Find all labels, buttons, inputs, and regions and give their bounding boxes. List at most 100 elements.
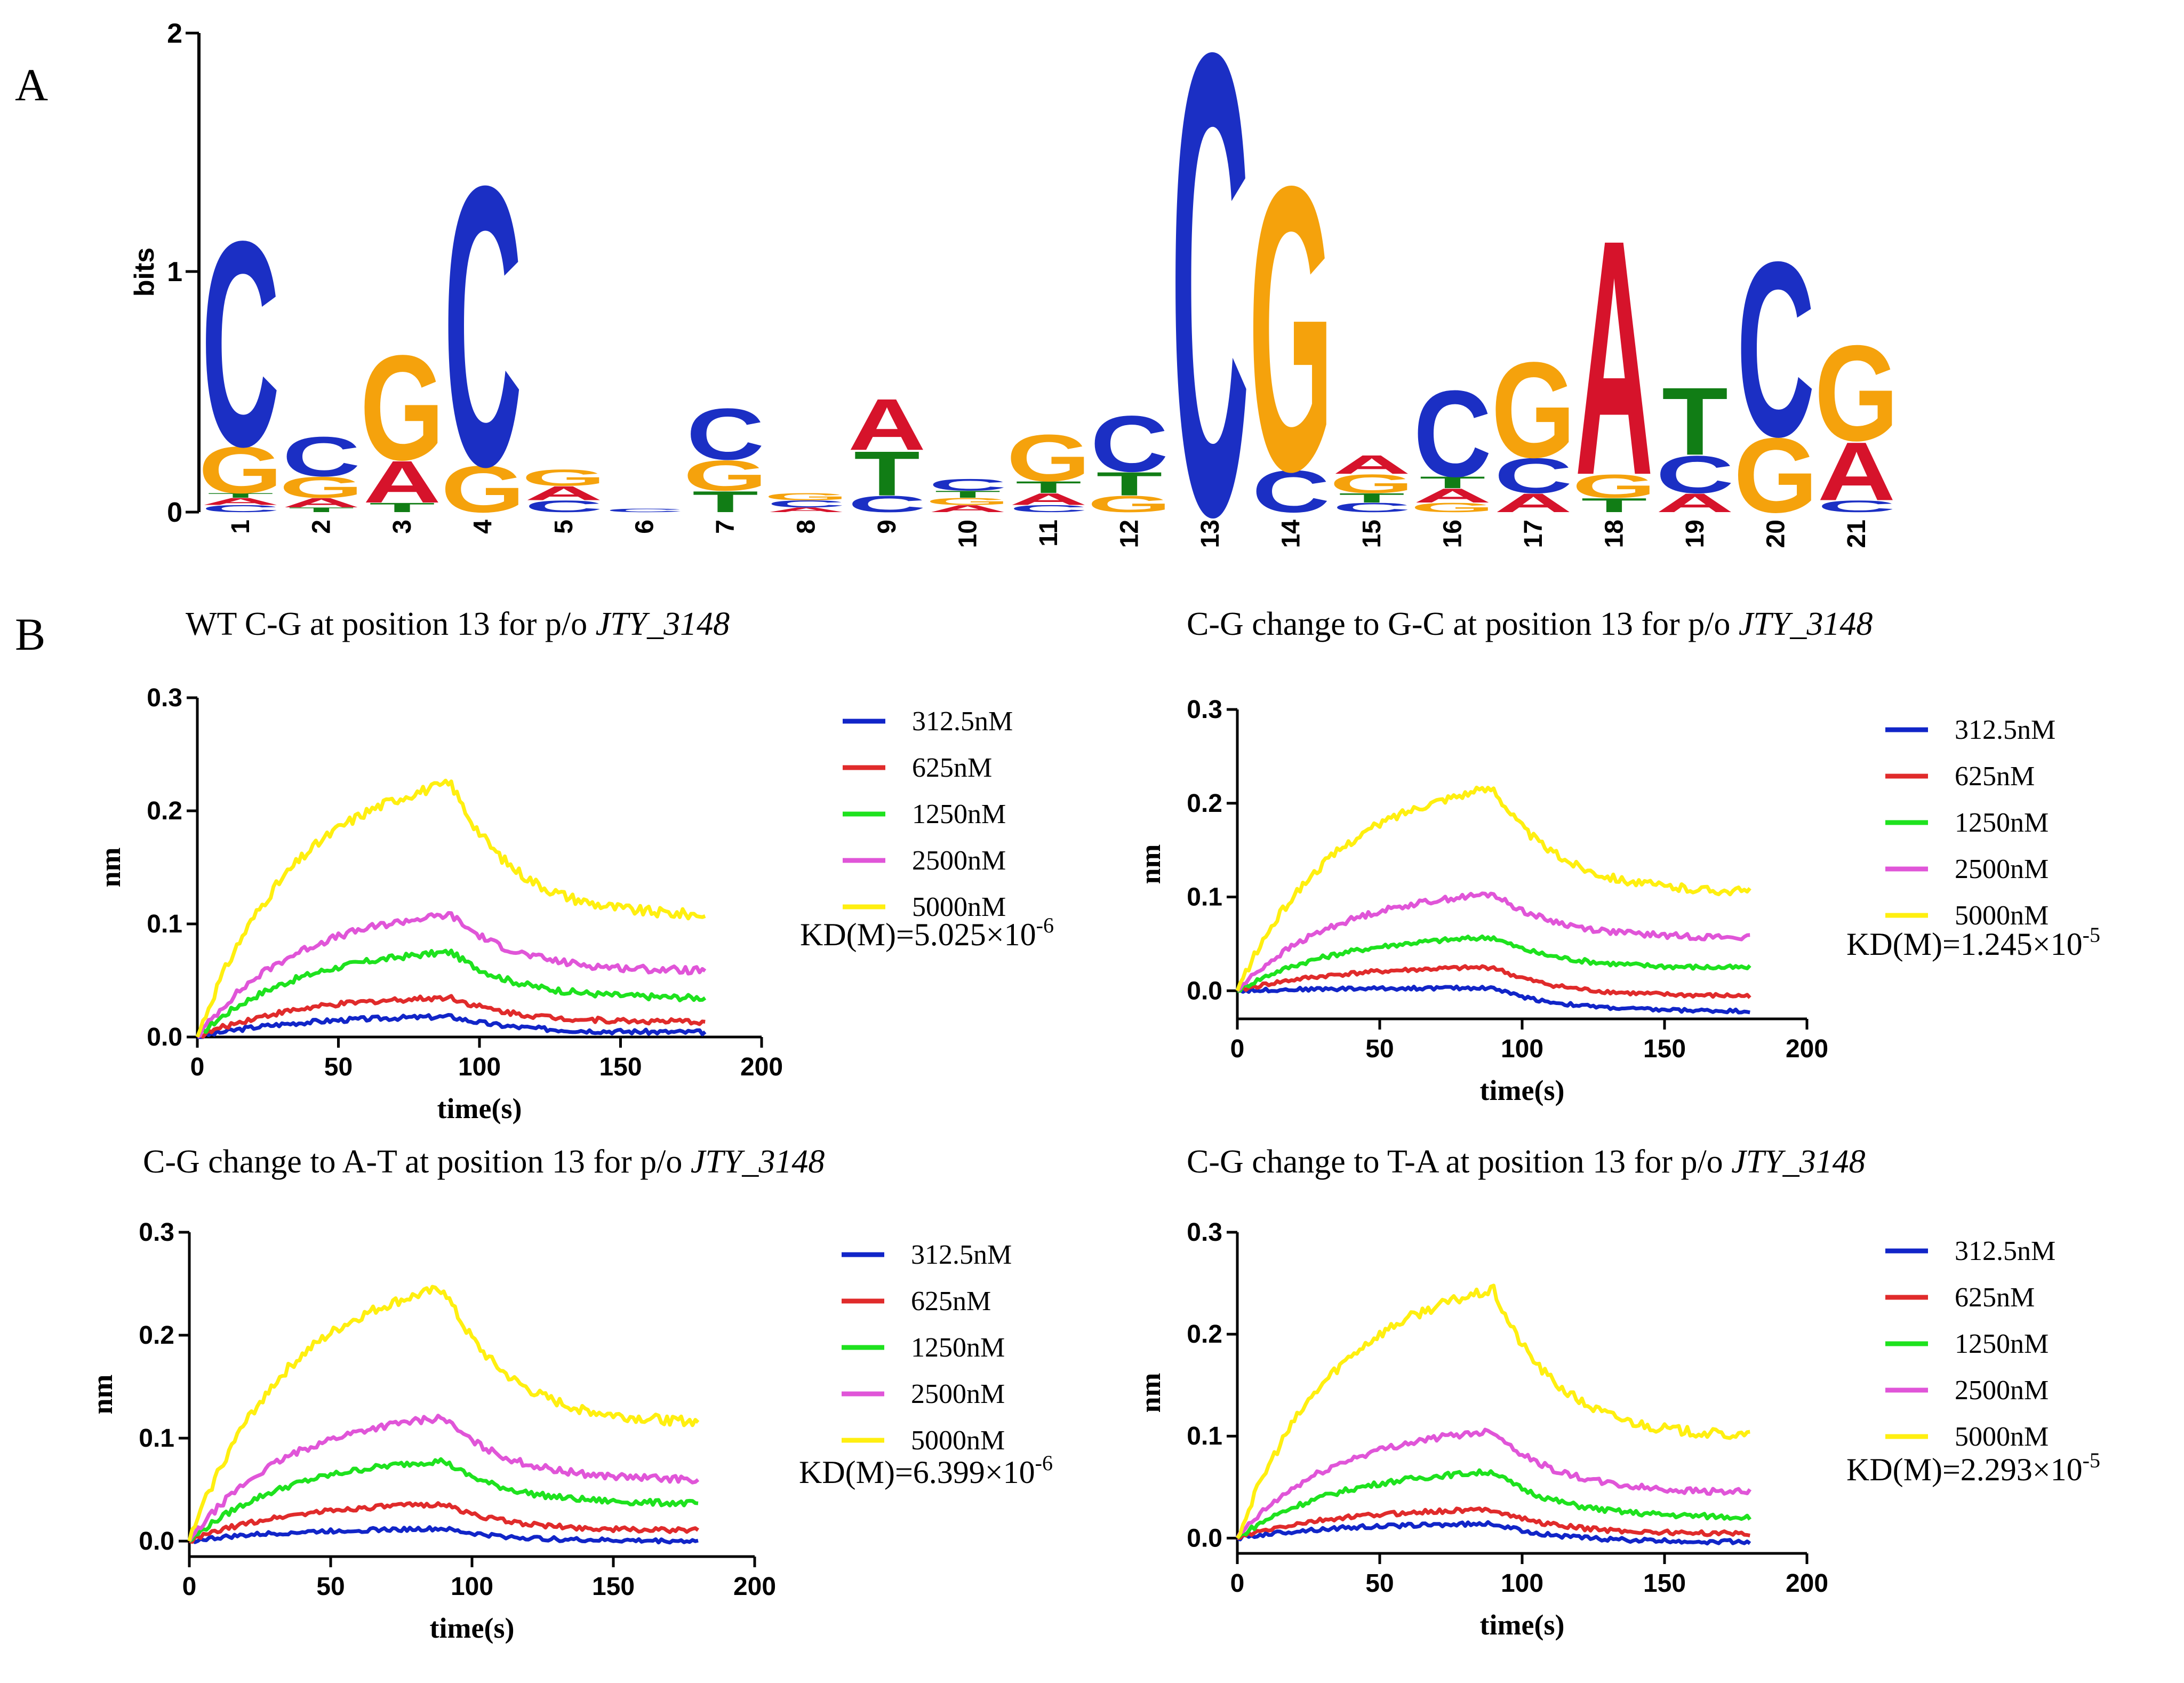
logo-position-label: 8 — [793, 520, 821, 534]
logo-letter-G: G — [1734, 416, 1818, 535]
logo-letter-G: G — [1330, 469, 1414, 499]
y-axis-label: nm — [94, 847, 126, 887]
logo-letter-T: T — [1420, 473, 1486, 492]
legend-label: 312.5nM — [912, 706, 1013, 737]
binding-plot-1: WT C-G at position 13 for p/o JTY_3148 0 5… — [94, 606, 1054, 1124]
logo-position-label: 16 — [1439, 520, 1467, 548]
x-tick-label: 100 — [1501, 1035, 1543, 1063]
kd-annotation: KD(M)=1.245×10-5 — [1846, 923, 2100, 962]
logo-letter-G: G — [1249, 101, 1333, 555]
series-line-5000nM — [195, 778, 706, 1038]
series-line-1250nM — [188, 1457, 699, 1543]
y-tick-label: 0.1 — [147, 910, 182, 938]
logo-letter-C: C — [1171, 0, 1249, 652]
logo-letter-C: C — [1252, 458, 1330, 525]
series-line-5000nM — [1235, 785, 1751, 992]
binding-plot-4: C-G change to T-A at position 13 for p/o… — [1134, 1144, 2100, 1641]
sequence-logo: 2 1 0 bits CATGC1TAGC2TAG3GC4CAG5C6TGC7A… — [129, 0, 1899, 652]
legend-label: 2500nM — [911, 1379, 1005, 1409]
x-tick-label: 150 — [592, 1573, 635, 1601]
logo-letter-T: T — [1015, 478, 1082, 497]
logo-letter-G: G — [1006, 421, 1091, 495]
y-tick-label: 0.3 — [147, 684, 182, 712]
x-tick-label: 50 — [316, 1573, 345, 1601]
panel-a-label: A — [15, 59, 48, 110]
x-axis-label: time(s) — [430, 1612, 515, 1644]
y-tick-label: 0.0 — [1187, 1524, 1222, 1552]
logo-letter-C: C — [202, 180, 279, 507]
kd-annotation: KD(M)=6.399×10-6 — [799, 1451, 1053, 1490]
logo-letter-A: A — [767, 506, 845, 514]
legend-label: 2500nM — [1955, 854, 2049, 884]
x-tick-label: 50 — [1365, 1035, 1394, 1063]
x-tick-label: 200 — [1786, 1569, 1828, 1598]
series-line-312.5nM — [1236, 1520, 1751, 1546]
logo-letter-A: A — [1010, 490, 1087, 508]
logo-position-label: 11 — [1035, 520, 1063, 547]
logo-letter-A: A — [202, 496, 279, 507]
x-tick-label: 0 — [182, 1573, 197, 1601]
y-tick-label: 0.1 — [1187, 1422, 1222, 1450]
series-line-1250nM — [1236, 1468, 1752, 1540]
y-tick-label: 0.2 — [139, 1321, 174, 1350]
logo-letter-C: C — [444, 104, 522, 549]
logo-letter-T: T — [1581, 494, 1647, 516]
legend-label: 625nM — [912, 753, 992, 783]
plot-title: C-G change to T-A at position 13 for p/o… — [1187, 1144, 1866, 1180]
logo-letter-A: A — [929, 503, 1006, 514]
logo-letter-C: C — [848, 491, 926, 517]
series-line-312.5nM — [1237, 984, 1750, 1015]
plot-title: C-G change to A-T at position 13 for p/o… — [143, 1144, 825, 1180]
legend-label: 1250nM — [912, 799, 1006, 829]
logo-letter-G: G — [1572, 468, 1657, 505]
logo-letter-T: T — [692, 485, 758, 519]
y-axis-label: nm — [1134, 1373, 1166, 1413]
y-tick-label: 0.0 — [1187, 977, 1222, 1005]
logo-ytick-label: 0 — [167, 497, 182, 528]
logo-letter-G: G — [522, 465, 606, 491]
plot-title: WT C-G at position 13 for p/o JTY_3148 — [186, 606, 730, 642]
y-tick-label: 0.1 — [1187, 883, 1222, 912]
logo-letter-C: C — [1494, 448, 1572, 504]
logo-letter-T: T — [1339, 490, 1405, 505]
series-line-625nM — [1237, 1506, 1750, 1540]
logo-letter-A: A — [1333, 450, 1411, 480]
series-line-312.5nM — [188, 1525, 699, 1545]
logo-ytick-label: 1 — [167, 257, 182, 288]
logo-position-label: 6 — [631, 520, 659, 534]
logo-position-label: 17 — [1519, 520, 1548, 548]
legend-label: 5000nM — [911, 1425, 1005, 1456]
x-tick-label: 50 — [324, 1053, 353, 1081]
logo-letter-G: G — [1411, 500, 1495, 515]
x-axis-label: time(s) — [1480, 1609, 1565, 1641]
logo-position-label: 5 — [550, 520, 578, 534]
logo-letter-G: G — [683, 451, 767, 500]
series-line-5000nM — [1236, 1283, 1750, 1540]
legend-label: 1250nM — [1955, 1329, 2049, 1359]
logo-letter-G: G — [764, 491, 849, 502]
x-tick-label: 0 — [190, 1053, 205, 1081]
x-tick-label: 150 — [599, 1053, 642, 1081]
logo-letter-T: T — [854, 438, 920, 509]
series-line-625nM — [1236, 964, 1751, 999]
logo-letter-C: C — [1737, 211, 1814, 489]
logo-letter-T: T — [289, 506, 355, 514]
series-line-5000nM — [187, 1285, 700, 1542]
legend-label: 1250nM — [911, 1333, 1005, 1363]
legend-label: 5000nM — [1955, 900, 2049, 931]
logo-position-label: 1 — [227, 520, 255, 534]
logo-letter-C: C — [929, 475, 1006, 494]
logo-position-label: 2 — [308, 520, 336, 534]
logo-letter-A: A — [1575, 170, 1653, 546]
logo-letter-C: C — [1818, 497, 1895, 516]
y-tick-label: 0.2 — [1187, 789, 1222, 818]
series-line-625nM — [196, 994, 706, 1039]
x-axis-label: time(s) — [1480, 1074, 1565, 1106]
logo-letter-G: G — [441, 452, 525, 526]
logo-position-label: 21 — [1843, 520, 1871, 548]
logo-letter-G: G — [198, 433, 283, 507]
legend-label: 625nM — [1955, 1282, 2035, 1313]
logo-position-label: 19 — [1681, 520, 1709, 548]
logo-letter-A: A — [525, 482, 603, 505]
